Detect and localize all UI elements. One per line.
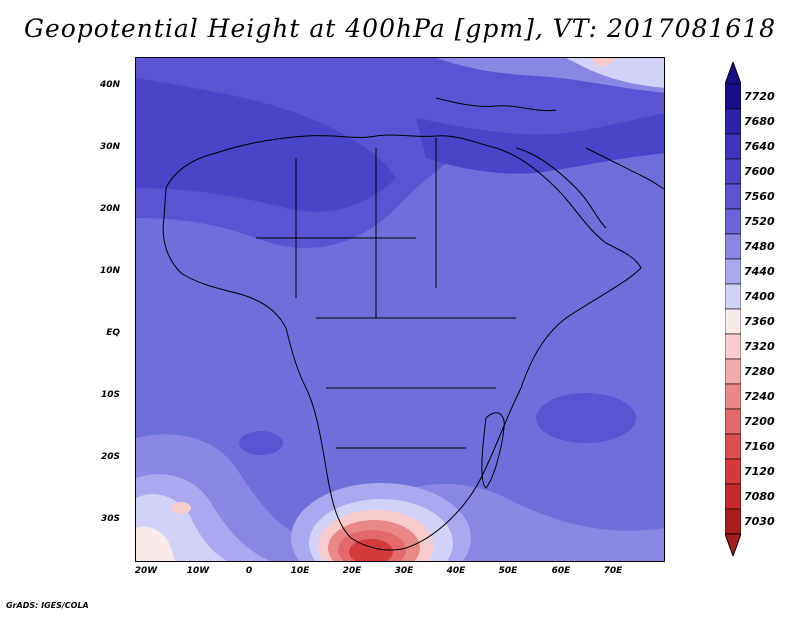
colorbar-swatch — [725, 233, 741, 260]
colorbar-swatch — [725, 408, 741, 435]
colorbar-level-label: 7480 — [744, 239, 775, 253]
colorbar-swatch — [725, 308, 741, 335]
africa-coast — [162, 134, 642, 551]
field-pink-spot — [171, 502, 191, 514]
lon-label: 10W — [186, 566, 210, 576]
lon-label: 20W — [134, 566, 158, 576]
colorbar-level-label: 7280 — [744, 364, 775, 378]
field-north-pale — [566, 58, 664, 88]
lon-label: 60E — [551, 566, 571, 576]
colorbar-swatch — [725, 208, 741, 235]
lat-label: 30S — [100, 514, 120, 524]
lat-label: 20S — [100, 452, 120, 462]
colorbar-swatch — [725, 358, 741, 385]
red-sea-coast — [515, 147, 607, 229]
gulf-coast — [585, 147, 664, 190]
field-core-high-east — [416, 113, 664, 174]
colorbar-level-label: 7120 — [744, 464, 775, 478]
lat-label: 10S — [100, 390, 120, 400]
colorbar-level-label: 7360 — [744, 314, 775, 328]
colorbar-swatch — [725, 108, 741, 135]
colorbar-level-label: 7240 — [744, 389, 775, 403]
field-north-pink — [591, 58, 616, 67]
colorbar-level-label: 7520 — [744, 214, 775, 228]
lon-label: 0 — [245, 566, 253, 576]
colorbar-swatch — [725, 383, 741, 410]
colorbar-swatch — [725, 133, 741, 160]
colorbar-level-label: 7160 — [744, 439, 775, 453]
mediterranean-north-coast — [435, 97, 557, 112]
colorbar-swatch — [725, 433, 741, 460]
colorbar-swatch — [725, 183, 741, 210]
colorbar-level-label: 7560 — [744, 189, 775, 203]
lat-label: 40N — [99, 80, 120, 90]
colorbar-arrow-top — [725, 62, 741, 85]
colorbar-swatch — [725, 158, 741, 185]
colorbar-level-label: 7400 — [744, 289, 775, 303]
field-south-white — [136, 526, 176, 561]
credit-text: GrADS: IGES/COLA — [6, 601, 89, 610]
lon-label: 40E — [446, 566, 466, 576]
lon-label: 70E — [603, 566, 623, 576]
colorbar-swatch — [725, 283, 741, 310]
madagascar-coast — [481, 412, 505, 489]
lat-label: 20N — [99, 204, 120, 214]
field-ocean-high — [536, 393, 636, 443]
colorbar-swatch — [725, 483, 741, 510]
colorbar-swatch — [725, 258, 741, 285]
colorbar-level-label: 7030 — [744, 514, 775, 528]
colorbar-swatch — [725, 83, 741, 110]
colorbar-level-label: 7640 — [744, 139, 775, 153]
lat-label: 30N — [99, 142, 120, 152]
lon-label: 10E — [290, 566, 310, 576]
geopotential-field — [136, 58, 664, 561]
map-title: Geopotential Height at 400hPa [gpm], VT:… — [23, 14, 777, 43]
field-atlantic-high — [239, 431, 283, 455]
colorbar-level-label: 7600 — [744, 164, 775, 178]
colorbar-level-label: 7080 — [744, 489, 775, 503]
colorbar-swatch — [725, 508, 741, 535]
colorbar-arrow-bottom — [725, 533, 741, 556]
field-low-core — [349, 539, 393, 561]
lat-label: EQ — [106, 328, 120, 338]
colorbar-level-label: 7680 — [744, 114, 775, 128]
lon-label: 20E — [342, 566, 362, 576]
colorbar-level-label: 7720 — [744, 89, 775, 103]
colorbar-swatch — [725, 458, 741, 485]
map-plot-area — [135, 57, 665, 562]
colorbar-level-label: 7200 — [744, 414, 775, 428]
colorbar — [725, 62, 741, 556]
coastlines — [162, 97, 664, 551]
colorbar-swatch — [725, 333, 741, 360]
lon-label: 50E — [498, 566, 518, 576]
field-core-high — [136, 78, 396, 212]
lat-label: 10N — [99, 266, 120, 276]
colorbar-level-label: 7320 — [744, 339, 775, 353]
lon-label: 30E — [394, 566, 414, 576]
colorbar-level-label: 7440 — [744, 264, 775, 278]
